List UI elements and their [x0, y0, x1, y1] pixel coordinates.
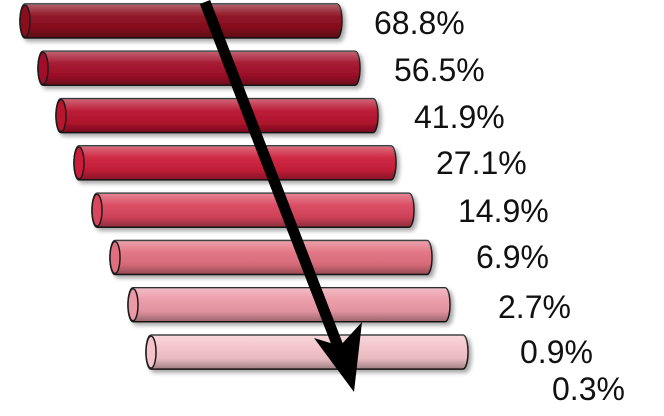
bar-end-cap [127, 288, 139, 322]
bar-shading [38, 51, 360, 86]
trend-arrow-shaft [199, 0, 350, 364]
bar-value-label: 14.9% [458, 193, 549, 229]
bar-0 [19, 3, 343, 39]
bar-value-label: 56.5% [394, 52, 485, 88]
bar-value-label: 68.8% [374, 5, 465, 41]
bar-value-label: 2.7% [498, 289, 571, 325]
bar-1 [37, 50, 361, 87]
trend-arrow-head [314, 322, 362, 392]
bar-value-label: 6.9% [476, 239, 549, 275]
trend-arrow [199, 0, 362, 392]
bar-value-label: 0.3% [552, 371, 625, 407]
bar-shading [128, 287, 450, 322]
bar-shading [20, 4, 342, 38]
bar-end-cap [91, 193, 103, 227]
bar-5 [109, 239, 433, 276]
bar-value-label: 0.9% [520, 334, 593, 370]
bar-7 [145, 334, 469, 370]
bar-shading [74, 145, 396, 180]
bar-end-cap [109, 240, 121, 275]
bar-shading [146, 335, 468, 370]
bar-6 [127, 287, 451, 323]
labels-group: 68.8% 56.5% 41.9% 27.1% 14.9% 6.9% 2.7% 0.9%0.3… [374, 5, 625, 407]
bar-value-label: 41.9% [414, 99, 505, 135]
bar-end-cap [19, 4, 31, 38]
bar-end-cap [73, 146, 85, 180]
bar-end-cap [37, 51, 49, 86]
bar-end-cap [145, 335, 157, 369]
bar-value-label: 27.1% [436, 145, 527, 181]
bar-shading [56, 98, 378, 133]
bar-end-cap [55, 98, 67, 133]
bar-3 [73, 145, 397, 181]
bar-2 [55, 97, 379, 134]
bars-group [19, 3, 469, 370]
bar-shading [92, 193, 414, 228]
bar-shading [110, 240, 432, 275]
bar-4 [91, 192, 415, 228]
